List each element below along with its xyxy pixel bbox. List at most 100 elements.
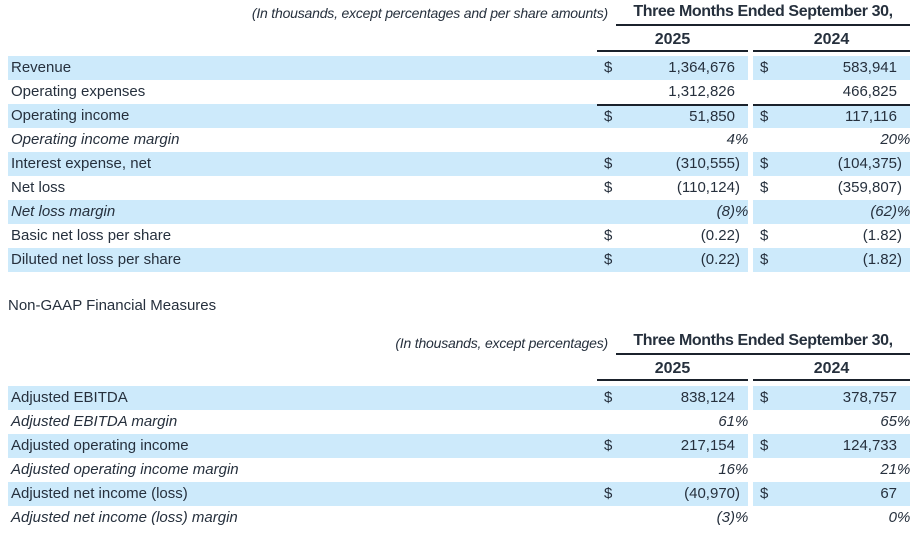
- dollar-sign: $: [760, 437, 769, 454]
- value-main: 20: [880, 131, 897, 148]
- row-label: Adjusted operating income margin: [11, 461, 239, 478]
- value-2024: (104,375): [780, 152, 910, 176]
- table-row: Revenue $ 1,364,676 $ 583,941: [8, 56, 915, 80]
- value-2024: (62)%: [780, 200, 910, 224]
- value-2025: 1,364,676: [624, 56, 748, 80]
- value-suffix: %: [897, 413, 911, 430]
- dollar-sign: $: [760, 485, 769, 502]
- value-main: 124,733: [842, 437, 897, 454]
- table-row: Net loss $ (110,124) $ (359,807): [8, 176, 915, 200]
- value-main: 217,154: [680, 437, 735, 454]
- dollar-sign: [597, 128, 624, 152]
- value-cell-2024: 0%: [753, 506, 911, 530]
- value-main: 1,312,826: [668, 83, 735, 100]
- value-main: (3): [716, 509, 735, 526]
- value-cell-2024: $ 124,733: [753, 434, 910, 458]
- value-suffix: ): [735, 251, 740, 268]
- value-suffix: %: [735, 413, 749, 430]
- dollar-sign: $: [760, 227, 769, 244]
- value-suffix: ): [897, 251, 902, 268]
- value-2024: (1.82): [780, 224, 910, 248]
- value-main: (0.22: [700, 251, 735, 268]
- row-label: Adjusted net income (loss): [8, 482, 597, 506]
- value-cell-2025: 1,312,826: [597, 80, 748, 104]
- value-main: 378,757: [842, 389, 897, 406]
- table-row: Adjusted net income (loss) $ (40,970) $ …: [8, 482, 915, 506]
- value-2025: 61%: [624, 410, 748, 434]
- value-cell-2025: $ (310,555): [597, 152, 748, 176]
- dollar-sign: $: [604, 389, 613, 406]
- value-cell-2025: $ 217,154: [597, 434, 748, 458]
- value-2024: 21%: [780, 458, 910, 482]
- value-2024: 65%: [780, 410, 910, 434]
- dollar-sign: [753, 410, 780, 434]
- table-row: Operating expenses 1,312,826 466,825: [8, 80, 915, 104]
- value-2025: (0.22): [624, 224, 748, 248]
- value-2024: 378,757: [780, 386, 910, 410]
- value-main: (310,555: [675, 155, 735, 172]
- table-row: Basic net loss per share $ (0.22) $ (1.8…: [8, 224, 915, 248]
- value-main: (110,124: [676, 179, 735, 196]
- dollar-sign: [597, 458, 624, 482]
- value-2024: (1.82): [780, 248, 910, 272]
- row-label: Net loss margin: [8, 200, 597, 224]
- dollar-sign: $: [760, 389, 769, 406]
- value-2025: (40,970): [624, 482, 748, 506]
- row-label: Operating expenses: [11, 83, 146, 100]
- value-suffix: ): [897, 155, 902, 172]
- value-2024: 0%: [780, 506, 911, 530]
- value-cell-2025: (8)%: [597, 200, 748, 224]
- value-main: 16: [718, 461, 735, 478]
- row-label: Adjusted EBITDA: [8, 386, 597, 410]
- value-cell-2024: $ 117,116: [753, 104, 910, 128]
- value-2025: 217,154: [624, 434, 748, 458]
- row-label: Operating income margin: [11, 131, 180, 148]
- value-suffix: [735, 80, 748, 104]
- value-suffix: [897, 434, 910, 458]
- table-row: Operating income margin 4% 20%: [8, 128, 915, 152]
- dollar-sign: [753, 128, 780, 152]
- value-cell-2024: 20%: [753, 128, 910, 152]
- dollar-sign: $: [760, 251, 769, 268]
- value-main: 65: [880, 413, 897, 430]
- value-suffix: %: [897, 461, 911, 478]
- value-suffix: ): [735, 155, 740, 172]
- table-row: Adjusted operating income margin 16% 21%: [8, 458, 915, 482]
- table2-body: Adjusted EBITDA $ 838,124 $ 378,757 Adju…: [0, 386, 915, 530]
- dollar-sign: [597, 410, 624, 434]
- value-2024: (359,807): [780, 176, 910, 200]
- table1-year-2025-header: 2025: [597, 29, 748, 52]
- dollar-sign: [753, 80, 780, 104]
- table1-year-2024-header: 2024: [753, 29, 910, 52]
- value-suffix: %: [735, 203, 749, 220]
- value-2025: (3)%: [624, 506, 749, 530]
- value-2024: 117,116: [780, 106, 910, 128]
- value-2025: (8)%: [624, 200, 749, 224]
- dollar-sign: $: [760, 155, 769, 172]
- value-cell-2025: 61%: [597, 410, 748, 434]
- value-suffix: ): [897, 227, 902, 244]
- value-suffix: [735, 434, 748, 458]
- value-main: 4: [726, 131, 735, 148]
- table-row: Interest expense, net $ (310,555) $ (104…: [8, 152, 915, 176]
- dollar-sign: [753, 506, 780, 530]
- value-cell-2024: 21%: [753, 458, 910, 482]
- value-2024: 466,825: [780, 80, 910, 104]
- table-row: Adjusted operating income $ 217,154 $ 12…: [8, 434, 915, 458]
- dollar-sign: $: [604, 59, 613, 76]
- dollar-sign: $: [604, 179, 613, 196]
- section-heading: Non-GAAP Financial Measures: [8, 297, 217, 314]
- row-label: Net loss: [11, 179, 66, 196]
- dollar-sign: $: [760, 179, 769, 196]
- value-suffix: %: [735, 131, 749, 148]
- value-main: 466,825: [842, 83, 897, 100]
- table1-body: Revenue $ 1,364,676 $ 583,941 Operating …: [0, 56, 915, 272]
- value-suffix: [897, 56, 910, 80]
- value-cell-2024: $ (359,807): [753, 176, 910, 200]
- dollar-sign: [753, 200, 780, 224]
- value-cell-2025: $ 51,850: [597, 104, 748, 128]
- value-cell-2025: $ (110,124): [597, 176, 748, 200]
- value-main: (62): [870, 203, 897, 220]
- value-suffix: ): [735, 227, 740, 244]
- table-row: Adjusted net income (loss) margin (3)% 0…: [8, 506, 915, 530]
